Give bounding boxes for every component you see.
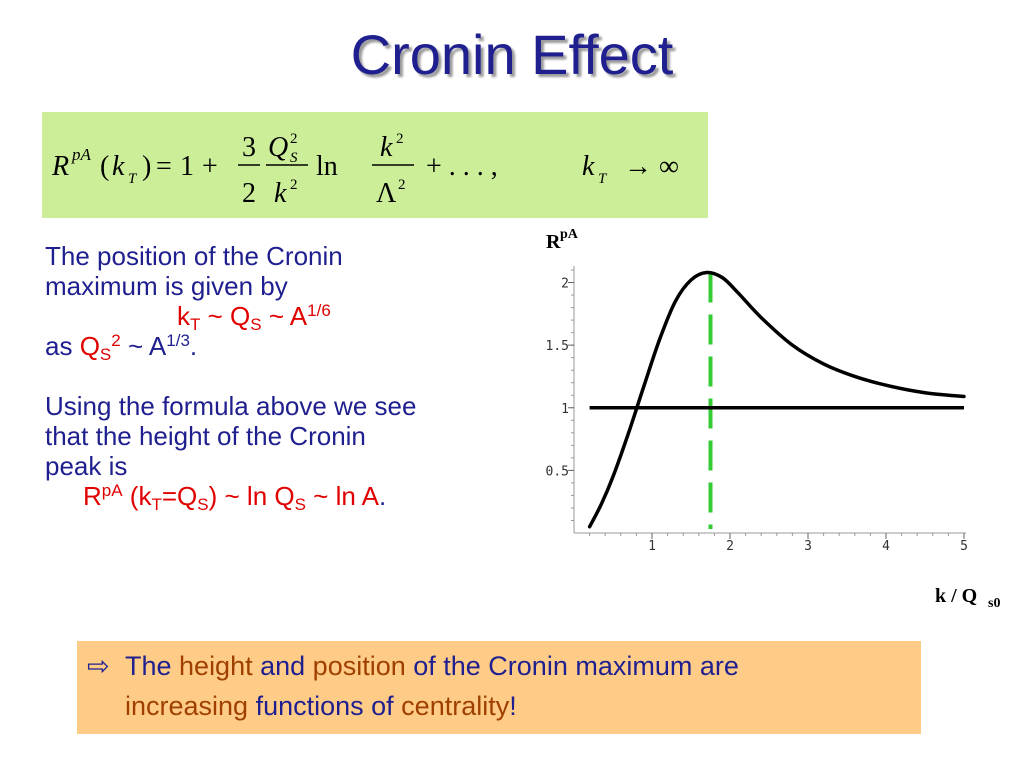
peak-open: (k [122, 481, 152, 511]
text-line-5: Using the formula above we see [45, 391, 417, 421]
explanation-text: The position of the Cronin maximum is gi… [45, 241, 545, 514]
word-excl: ! [509, 691, 517, 721]
x-tick-label: 2 [726, 539, 734, 554]
peak-pA-sup: pA [101, 481, 123, 500]
peak-mid: ) ~ ln Q [208, 481, 295, 511]
conclusion-arrow-icon: ⇨ [87, 651, 110, 681]
text-line-1: The position of the Cronin [45, 241, 343, 271]
slide-title: Cronin Effect [350, 23, 674, 86]
formula-R: R [51, 151, 69, 182]
formula-Q-subS: S [290, 150, 298, 166]
peak-dot: . [378, 481, 387, 511]
relation-mid-2: ~ A [261, 301, 308, 331]
relation-exponent: 1/6 [307, 301, 331, 320]
y-tick-label: 1 [561, 402, 569, 417]
relation-T-sub: T [190, 315, 201, 334]
word-functions: functions of [248, 691, 402, 721]
formula-k-numerator: k [380, 132, 393, 163]
as-word: as [45, 331, 80, 361]
x-tick-label: 1 [648, 539, 656, 554]
formula-k-denominator-sup2: 2 [290, 177, 298, 193]
relation-S-sub: S [250, 315, 262, 334]
peak-S-sub-2: S [294, 495, 306, 514]
peak-eqQ: =Q [161, 481, 198, 511]
as-Q: Q [79, 331, 100, 361]
text-line-2: maximum is given by [45, 271, 288, 301]
as-S-sub: S [99, 345, 112, 364]
formula-equals: = [156, 151, 172, 182]
cronin-ratio-chart: 1 2 3 4 5 0.5 1 1.5 2 R pA k / Q s0 [546, 227, 1001, 611]
relation-mid-1: ~ Q [200, 301, 251, 331]
formula-Q-sup2: 2 [290, 131, 298, 147]
y-tick-label: 1.5 [546, 339, 569, 354]
formula-kT-T: T [598, 171, 608, 187]
formula-k-numerator-sup2: 2 [396, 131, 404, 147]
formula-box: R pA ( k T ) = 1 + 3 2 Q 2 S k 2 ln k 2 … [42, 112, 708, 218]
formula-Lambda: Λ [376, 178, 397, 209]
word-height: height [179, 651, 253, 681]
formula-k: k [112, 151, 125, 182]
peak-T-sub: T [151, 495, 162, 514]
word-the: The [125, 651, 180, 681]
formula-plus: + [202, 151, 218, 182]
chart-series [587, 270, 966, 529]
x-axis-title: k / Q [935, 585, 977, 607]
as-dot: . [189, 331, 198, 361]
x-tick-label: 4 [882, 539, 890, 554]
word-and: and [252, 651, 313, 681]
position-relation: kT ~ QS ~ A1/6 [45, 301, 545, 334]
y-axis-title-superscript: pA [560, 227, 579, 242]
formula-limit-infinity: → ∞ [624, 151, 679, 182]
cronin-curve-series-line [587, 270, 966, 529]
text-line-6: that the height of the Cronin [45, 421, 366, 451]
conclusion-line-2: increasing functions of centrality! [125, 691, 517, 722]
formula-one: 1 [180, 151, 194, 182]
peak-R: R [83, 481, 102, 511]
conclusion-line-1: The height and position of the Cronin ma… [125, 651, 739, 682]
formula-equation: R pA ( k T ) = 1 + 3 2 Q 2 S k 2 ln k 2 … [51, 131, 679, 209]
formula-dots: + . . . , [426, 151, 498, 182]
x-tick-label: 3 [804, 539, 812, 554]
word-position: position [312, 651, 406, 681]
x-axis-title-subscript: s0 [988, 596, 1000, 611]
peak-relation: RpA (kT=QS) ~ ln QS ~ ln A. [45, 481, 545, 514]
chart-axes [573, 266, 966, 534]
word-increasing: increasing [125, 691, 249, 721]
word-centrality: centrality [401, 691, 510, 721]
peak-end: ~ ln A [305, 481, 379, 511]
y-tick-label: 2 [561, 277, 569, 292]
peak-S-sub-1: S [197, 495, 209, 514]
words-rest-1: of the Cronin maximum are [405, 651, 739, 681]
formula-T-subscript: T [128, 171, 138, 187]
relation-k: k [177, 301, 190, 331]
formula-Q: Q [268, 132, 288, 163]
conclusion-box: ⇨ The height and position of the Cronin … [77, 641, 921, 734]
y-axis-title: R [546, 231, 561, 253]
as-exponent: 1/3 [166, 331, 190, 350]
formula-frac-3: 3 [242, 132, 256, 163]
formula-k-denominator: k [274, 178, 287, 209]
as-mid: ~ A [120, 331, 167, 361]
formula-frac-2: 2 [242, 178, 256, 209]
formula-close-paren: ) [142, 151, 151, 182]
formula-Lambda-sup2: 2 [398, 177, 406, 193]
blank-line [45, 361, 545, 391]
formula-pA-superscript: pA [71, 145, 92, 164]
chart-ticks: 1 2 3 4 5 0.5 1 1.5 2 [546, 269, 968, 554]
y-tick-label: 0.5 [546, 464, 569, 479]
formula-kT-k: k [582, 151, 595, 182]
text-line-7: peak is [45, 451, 128, 481]
formula-ln: ln [316, 151, 338, 182]
x-tick-label: 5 [960, 539, 968, 554]
formula-open-paren: ( [100, 151, 109, 182]
saturation-relation: as QS2 ~ A1/3. [45, 331, 545, 364]
as-2-sup: 2 [111, 331, 121, 350]
